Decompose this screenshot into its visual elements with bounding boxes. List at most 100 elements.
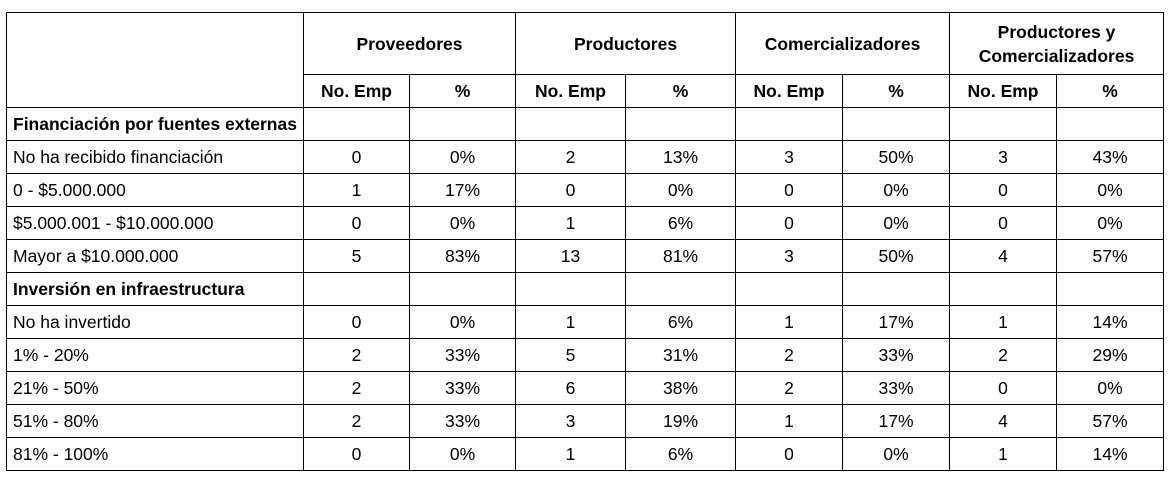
table-row: 51% - 80% 2 33% 3 19% 1 17% 4 57% — [6, 404, 1165, 438]
row-label: 51% - 80% — [6, 404, 304, 438]
count-cell: 0 — [515, 173, 626, 207]
pct-cell: 6% — [624, 305, 737, 339]
empty-cell — [515, 272, 626, 306]
count-cell: 4 — [949, 404, 1058, 438]
pct-cell: 29% — [1056, 338, 1165, 372]
pct-cell: 38% — [624, 371, 737, 405]
count-cell: 2 — [949, 338, 1058, 372]
empty-cell — [303, 272, 410, 306]
count-cell: 2 — [303, 338, 410, 372]
pct-cell: 50% — [842, 239, 951, 273]
group-header-proveedores: Proveedores — [303, 12, 516, 75]
pct-cell: 50% — [842, 140, 951, 174]
count-cell: 6 — [515, 371, 626, 405]
empty-cell — [1056, 107, 1165, 141]
table-body: Financiación por fuentes externas No ha r… — [6, 107, 1165, 471]
table-row: Mayor a $10.000.000 5 83% 13 81% 3 50% 4 57% — [6, 239, 1165, 273]
empty-cell — [842, 272, 951, 306]
count-cell: 1 — [515, 206, 626, 240]
count-cell: 2 — [303, 404, 410, 438]
count-cell: 4 — [949, 239, 1058, 273]
table-row: 0 - $5.000.000 1 17% 0 0% 0 0% 0 0% — [6, 173, 1165, 207]
count-cell: 5 — [515, 338, 626, 372]
subheader-count: No. Emp — [949, 74, 1058, 108]
count-cell: 0 — [949, 206, 1058, 240]
pct-cell: 0% — [624, 173, 737, 207]
pct-cell: 0% — [409, 140, 516, 174]
pct-cell: 31% — [624, 338, 737, 372]
empty-cell — [409, 272, 516, 306]
pct-cell: 6% — [624, 206, 737, 240]
count-cell: 2 — [515, 140, 626, 174]
row-label: No ha recibido financiación — [6, 140, 304, 174]
corner-cell — [6, 12, 304, 108]
subheader-count: No. Emp — [515, 74, 626, 108]
pct-cell: 0% — [1056, 173, 1165, 207]
count-cell: 0 — [949, 173, 1058, 207]
table-row: 81% - 100% 0 0% 1 6% 0 0% 1 14% — [6, 437, 1165, 471]
empty-cell — [624, 107, 737, 141]
pct-cell: 33% — [409, 371, 516, 405]
empty-cell — [949, 272, 1058, 306]
empty-cell — [409, 107, 516, 141]
count-cell: 1 — [949, 437, 1058, 471]
subheader-pct: % — [409, 74, 516, 108]
pct-cell: 33% — [409, 338, 516, 372]
empty-cell — [949, 107, 1058, 141]
group-header-row: Proveedores Productores Comercializadore… — [6, 12, 1165, 108]
pct-cell: 17% — [842, 305, 951, 339]
count-cell: 2 — [735, 338, 844, 372]
subheader-row: No. Emp % No. Emp % No. Emp % No. Emp % — [7, 74, 1165, 108]
count-cell: 0 — [303, 437, 410, 471]
count-cell: 0 — [303, 206, 410, 240]
count-cell: 1 — [515, 305, 626, 339]
group-header-productores-y-comercializadores: Productores y Comercializadores — [949, 12, 1165, 75]
count-cell: 0 — [303, 140, 410, 174]
empty-cell — [842, 107, 951, 141]
count-cell: 0 — [735, 173, 844, 207]
subheader-count: No. Emp — [303, 74, 410, 108]
count-cell: 0 — [949, 371, 1058, 405]
pct-cell: 57% — [1056, 404, 1165, 438]
count-cell: 2 — [735, 371, 844, 405]
pct-cell: 17% — [842, 404, 951, 438]
pct-cell: 33% — [842, 371, 951, 405]
group-header-productores: Productores — [514, 12, 737, 75]
count-cell: 13 — [515, 239, 626, 273]
row-label: $5.000.001 - $10.000.000 — [6, 206, 304, 240]
count-cell: 1 — [949, 305, 1058, 339]
count-cell: 1 — [515, 437, 626, 471]
subheader-pct: % — [624, 74, 737, 108]
pct-cell: 57% — [1056, 239, 1165, 273]
pct-cell: 0% — [409, 437, 516, 471]
table-row: 1% - 20% 2 33% 5 31% 2 33% 2 29% — [6, 338, 1165, 372]
pct-cell: 0% — [1056, 371, 1165, 405]
row-label: 0 - $5.000.000 — [6, 173, 304, 207]
pct-cell: 17% — [409, 173, 516, 207]
count-cell: 3 — [949, 140, 1058, 174]
group-header-comercializadores: Comercializadores — [735, 12, 951, 75]
empty-cell — [1056, 272, 1165, 306]
pct-cell: 83% — [409, 239, 516, 273]
count-cell: 0 — [303, 305, 410, 339]
count-cell: 1 — [303, 173, 410, 207]
pct-cell: 6% — [624, 437, 737, 471]
count-cell: 1 — [735, 305, 844, 339]
table-row: $5.000.001 - $10.000.000 0 0% 1 6% 0 0% 0 0% — [6, 206, 1165, 240]
pct-cell: 0% — [409, 305, 516, 339]
pct-cell: 43% — [1056, 140, 1165, 174]
empty-cell — [735, 272, 844, 306]
pct-cell: 19% — [624, 404, 737, 438]
pct-cell: 14% — [1056, 305, 1165, 339]
pct-cell: 0% — [842, 206, 951, 240]
subheader-pct: % — [1056, 74, 1165, 108]
table-row: No ha recibido financiación 0 0% 2 13% 3 50% 3 4… — [6, 140, 1165, 174]
pct-cell: 33% — [842, 338, 951, 372]
pct-cell: 33% — [409, 404, 516, 438]
section-header-row: Inversión en infraestructura — [6, 272, 1165, 306]
row-label: Mayor a $10.000.000 — [6, 239, 304, 273]
count-cell: 0 — [735, 206, 844, 240]
row-label: 21% - 50% — [6, 371, 304, 405]
count-cell: 3 — [735, 239, 844, 273]
count-cell: 0 — [735, 437, 844, 471]
